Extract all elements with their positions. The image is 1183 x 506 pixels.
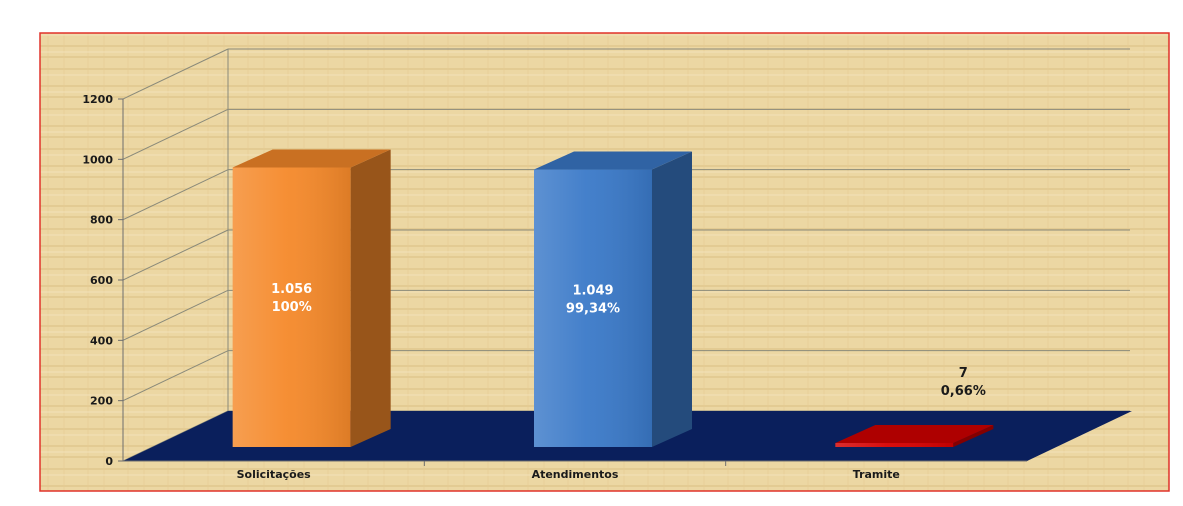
gridline-side (122, 350, 229, 402)
bar-top (534, 151, 692, 170)
gridline-side (122, 229, 229, 281)
data-label-value: 1.049 (572, 283, 613, 298)
bar-front-shading (232, 167, 351, 447)
x-tick-label: Tramite (853, 468, 900, 481)
data-label-value: 7 (959, 366, 968, 381)
y-tick-label: 600 (90, 274, 113, 287)
bar-front-shading (835, 443, 954, 447)
bar-top (835, 425, 994, 443)
data-label-percent: 100% (272, 300, 312, 315)
data-label-percent: 0,66% (941, 384, 986, 399)
y-tick-label: 0 (105, 455, 113, 468)
bar-front-shading (534, 169, 652, 447)
data-label-percent: 99,34% (566, 301, 620, 316)
bar-side (652, 151, 692, 447)
gridline-side (122, 169, 229, 221)
y-tick-label: 1200 (82, 93, 113, 106)
x-tick-label: Solicitações (237, 468, 312, 481)
bar-1: 1.056 100% (232, 149, 391, 447)
data-label-value: 1.056 (271, 282, 312, 297)
bar-top (232, 149, 391, 168)
gridline-side (122, 289, 229, 341)
bar-side (350, 149, 391, 447)
bar-side (953, 425, 994, 447)
bar-2: 1.049 99,34% (534, 151, 692, 447)
gridline-side (122, 48, 229, 100)
y-tick-label: 200 (90, 395, 113, 408)
bar-3: 7 0,66% (835, 366, 994, 447)
y-tick-label: 400 (90, 334, 113, 347)
x-tick-label: Atendimentos (532, 468, 619, 481)
y-tick-label: 800 (90, 214, 113, 227)
gridline-side (122, 108, 229, 160)
y-tick-label: 1000 (82, 153, 113, 166)
